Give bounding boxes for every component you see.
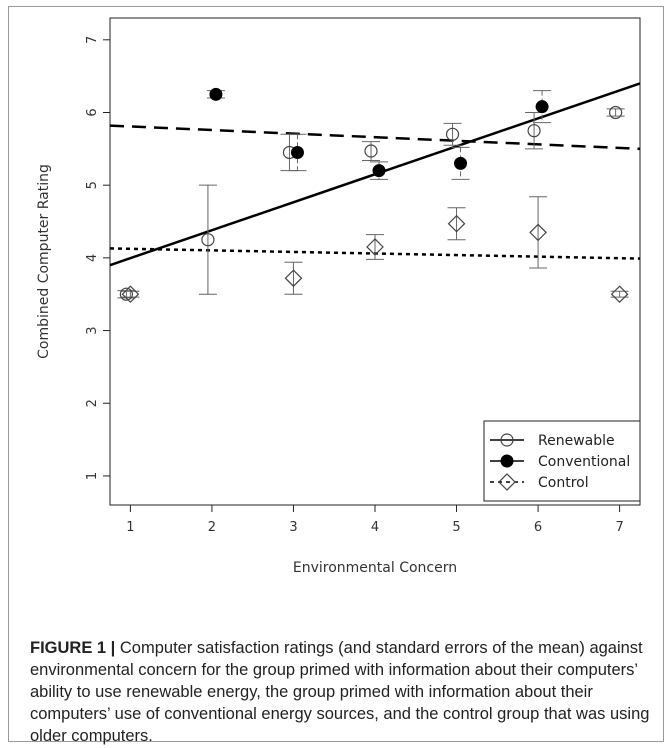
point-renewable [445,127,460,141]
error-bar [451,146,470,180]
point-renewable [364,144,378,158]
legend: Renewable Conventional Control [483,420,641,502]
y-tick-label: 4 [85,254,100,262]
point-control [529,223,547,242]
error-bar [610,290,629,298]
legend-marker-control [498,473,516,491]
y-tick-label: 1 [85,472,100,480]
point-conventional [372,164,386,178]
y-tick-label: 7 [85,36,100,44]
x-tick-label: 2 [208,520,216,535]
error-bar [443,122,462,146]
y-tick-label: 5 [85,181,100,189]
point-conventional [209,87,223,101]
y-axis-title: Combined Computer Rating [36,164,52,359]
point-renewable [527,124,541,138]
x-tick-label: 1 [126,520,134,535]
legend-label: Control [538,475,589,491]
point-control [610,285,629,304]
legend-marker-conventional [500,454,514,468]
x-tick-label: 3 [289,520,297,535]
error-bar [529,196,548,269]
point-conventional [290,145,304,159]
legend-label: Renewable [538,433,615,449]
x-tick-label: 6 [534,520,542,535]
y-tick-label: 6 [85,108,100,116]
x-axis-title: Environmental Concern [293,560,457,576]
axes: 1 2 3 4 5 6 7 1 2 3 4 5 6 7 [85,36,624,535]
error-bar [121,290,140,298]
caption-text: Computer satisfaction ratings (and stand… [30,639,650,745]
error-bar [606,108,625,117]
error-bar [198,184,217,295]
error-bar [284,261,303,295]
error-bars [117,90,629,299]
point-control [447,214,466,233]
scatter-chart: 1 2 3 4 5 6 7 1 2 3 4 5 6 7 Environmental Concern Com… [36,17,641,576]
point-conventional [454,156,468,170]
point-renewable [201,233,215,247]
legend-marker-renewable [500,433,514,447]
error-bar [533,90,552,124]
legend-label: Conventional [538,454,630,470]
x-tick-label: 5 [452,520,460,535]
point-renewable [119,287,133,301]
point-renewable [609,105,623,120]
y-tick-label: 2 [85,399,100,407]
point-control [284,269,303,288]
fit-line-conventional [109,124,641,151]
point-conventional [535,100,549,114]
error-bar [447,207,466,241]
point-control [121,285,140,304]
x-tick-label: 4 [371,520,379,535]
data-markers [119,87,629,304]
x-tick-label: 7 [615,520,623,535]
figure-border [8,6,664,742]
y-tick-label: 3 [85,326,100,334]
caption-lead: FIGURE 1 | [30,639,116,657]
figure-caption: FIGURE 1 | Computer satisfaction ratings… [30,637,655,747]
point-control [366,238,384,256]
